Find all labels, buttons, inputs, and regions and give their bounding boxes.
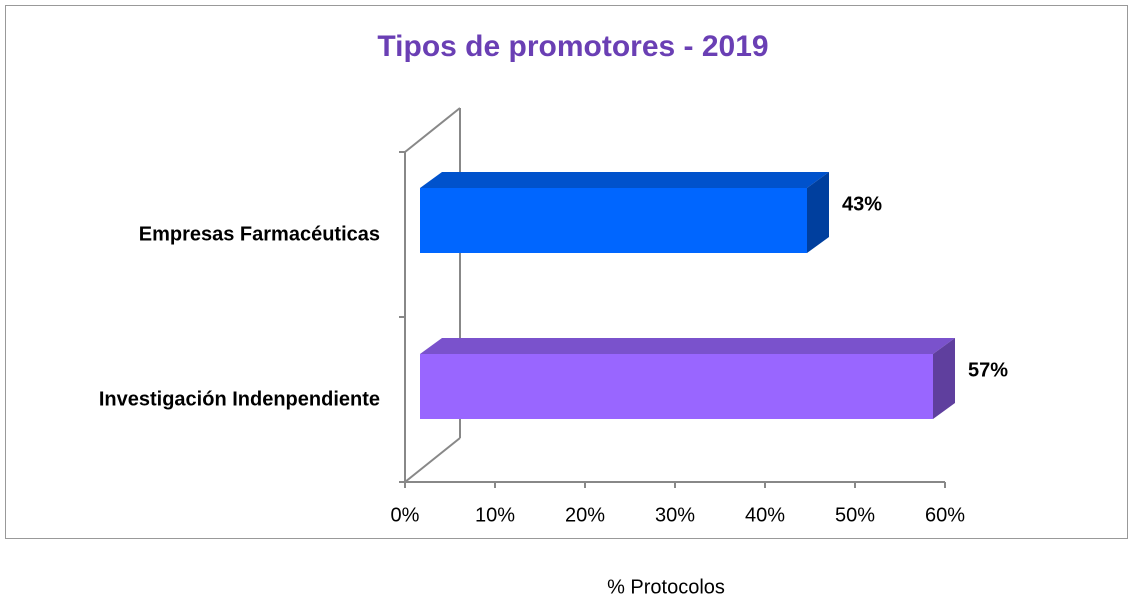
bar-top: [420, 172, 829, 188]
bar-top: [420, 338, 955, 354]
x-tick-label: 20%: [565, 504, 605, 526]
bar: [420, 354, 933, 419]
x-tick-label: 30%: [655, 504, 695, 526]
bar-side: [807, 172, 829, 253]
x-tick-label: 10%: [475, 504, 515, 526]
x-tick-label: 40%: [745, 504, 785, 526]
y-tick-label: Empresas Farmacéuticas: [139, 223, 380, 245]
x-axis-title: % Protocolos: [607, 576, 725, 598]
x-tick-label: 50%: [835, 504, 875, 526]
bar: [420, 188, 807, 253]
data-label: 57%: [968, 359, 1008, 381]
data-label: 43%: [842, 193, 882, 215]
y-tick-label: Investigación Indenpendiente: [99, 388, 380, 410]
bar-side: [933, 338, 955, 419]
chart-frame: [5, 5, 1128, 539]
x-tick-label: 60%: [925, 504, 965, 526]
chart-title: Tipos de promotores - 2019: [377, 30, 768, 63]
x-tick-label: 0%: [391, 504, 420, 526]
